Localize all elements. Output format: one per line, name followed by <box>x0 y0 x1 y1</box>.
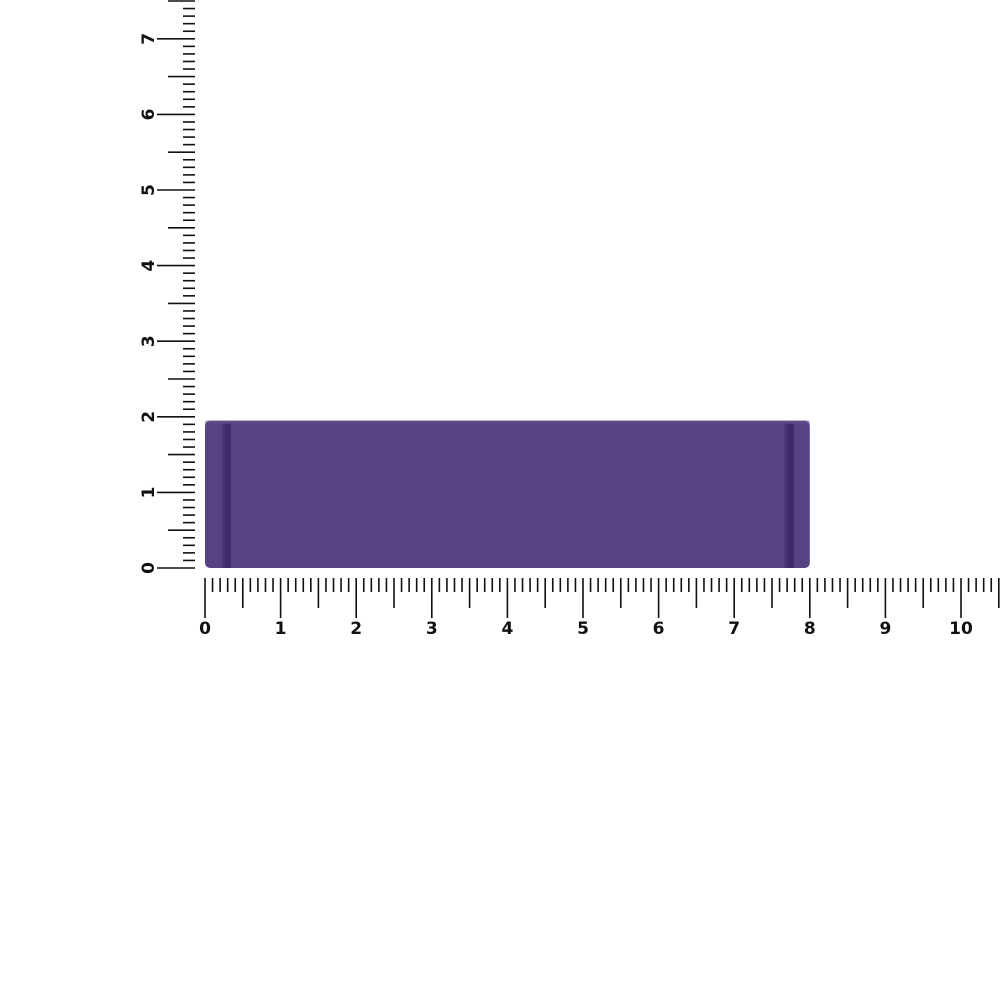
right-groove <box>784 423 794 568</box>
ruler-label: 7 <box>728 619 740 639</box>
horizontal-ruler: 0 1 2 3 4 5 6 7 8 9 10 <box>199 578 1000 639</box>
ruler-label: 8 <box>804 619 816 639</box>
left-groove <box>222 423 231 568</box>
ruler-label: 2 <box>350 619 362 639</box>
ruler-label: 2 <box>139 411 159 423</box>
left-groove-shade <box>222 423 225 568</box>
ruler-label: 5 <box>577 619 589 639</box>
ruler-label: 6 <box>139 108 159 120</box>
ruler-label: 3 <box>139 335 159 347</box>
ruler-label: 5 <box>139 184 159 196</box>
ruler-label: 9 <box>879 619 891 639</box>
ruler-label: 0 <box>139 562 159 574</box>
ruler-label: 4 <box>501 619 513 639</box>
ruler-label: 1 <box>139 486 159 498</box>
ruler-label: 1 <box>275 619 287 639</box>
right-groove-shade <box>784 423 788 568</box>
product-body <box>205 420 810 568</box>
ruler-label: 0 <box>199 619 211 639</box>
ruler-label: 10 <box>949 619 973 639</box>
ruler-label: 4 <box>139 260 159 272</box>
product-bar <box>205 420 810 568</box>
product-top-edge <box>205 420 810 424</box>
ruler-label: 7 <box>139 33 159 45</box>
ruler-label: 6 <box>653 619 665 639</box>
ruler-label: 3 <box>426 619 438 639</box>
vertical-ruler: 0 1 2 3 4 5 6 7 <box>139 0 195 574</box>
